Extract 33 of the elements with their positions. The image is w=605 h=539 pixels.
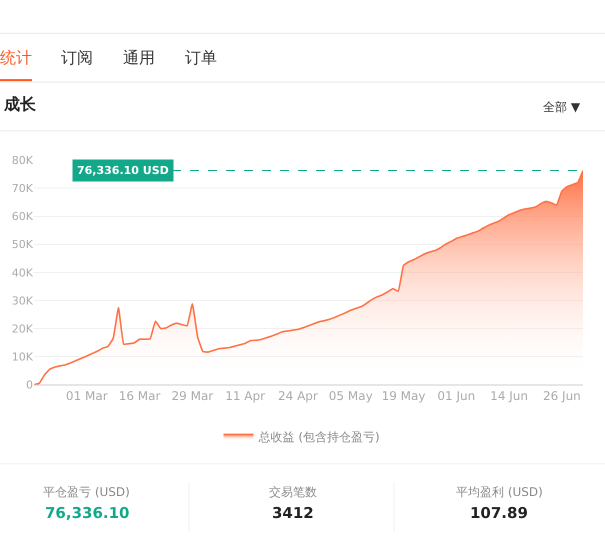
y-tick-label: 40K [12, 266, 34, 280]
text: 平仓盈亏 (USD) [43, 485, 130, 499]
chart-title: 成长 [3, 94, 37, 114]
text: 订单 [185, 48, 217, 67]
y-tick-label: 10K [12, 350, 34, 364]
x-tick-label: 24 Apr [278, 389, 318, 404]
ref-line-label: 76,336.10 USD [77, 164, 169, 177]
x-tick-label: 16 Mar [118, 389, 161, 404]
text: 统计 [0, 48, 32, 67]
y-tick-label: 0 [26, 378, 33, 392]
text: 3412 [272, 504, 314, 522]
x-tick-label: 29 Mar [172, 389, 214, 404]
text: 全部 ▼ [543, 100, 581, 114]
x-tick-label: 11 Apr [225, 389, 266, 404]
y-tick-label: 70K [12, 182, 34, 196]
x-tick-label: 05 May [328, 389, 373, 404]
x-tick-label: 19 May [382, 389, 426, 404]
text: 交易笔数 [269, 485, 317, 499]
y-tick-label: 60K [12, 210, 34, 224]
x-tick-label: 14 Jun [490, 389, 528, 404]
y-tick-label: 80K [12, 154, 34, 168]
y-tick-label: 50K [12, 238, 34, 252]
text: 订阅 [61, 48, 93, 67]
text: 平均盈利 (USD) [456, 485, 543, 499]
text: 通用 [123, 48, 155, 67]
x-tick-label: 01 Mar [66, 389, 108, 404]
y-tick-label: 30K [12, 294, 34, 308]
x-tick-label: 01 Jun [437, 389, 476, 404]
legend-label: 总收益 (包含持仓盈亏) [258, 430, 380, 444]
y-tick-label: 20K [12, 322, 34, 336]
text: 76,336.10 [45, 504, 130, 522]
x-tick-label: 26 Jun [542, 389, 581, 404]
text: 107.89 [470, 504, 528, 522]
